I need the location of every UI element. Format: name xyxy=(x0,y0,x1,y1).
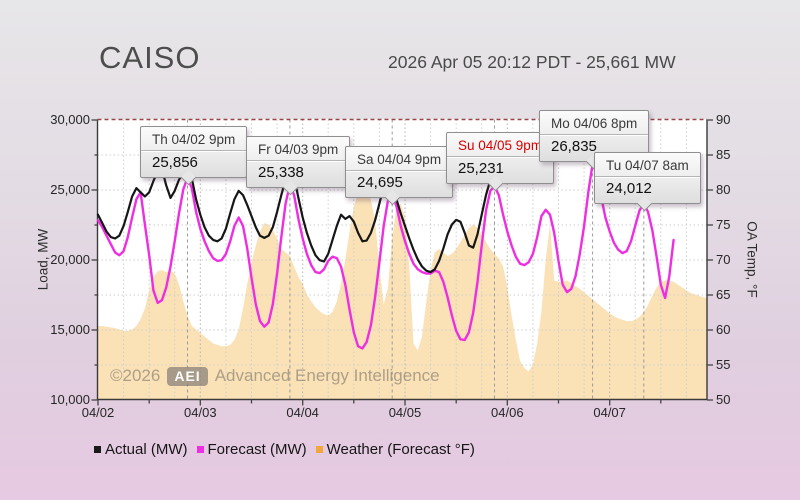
page-title: CAISO xyxy=(99,40,201,75)
legend-item-weather[interactable]: Weather (Forecast °F) xyxy=(315,441,475,458)
callout-value: 25,338 xyxy=(247,160,350,187)
legend-label-actual: Actual (MW) xyxy=(105,441,188,458)
callout-value: 26,835 xyxy=(540,134,649,161)
legend-label-weather: Weather (Forecast °F) xyxy=(326,441,475,458)
legend: Actual (MW) Forecast (MW) Weather (Forec… xyxy=(94,441,475,458)
callout-value: 24,012 xyxy=(595,176,700,203)
callout-time-label: Su 04/05 9pm xyxy=(458,138,543,153)
callout-time-label: Th 04/02 9pm xyxy=(152,132,236,147)
watermark-name: Advanced Energy Intelligence xyxy=(214,366,440,385)
callout-value: 25,856 xyxy=(141,150,247,177)
aei-logo-badge: AEI xyxy=(167,366,208,386)
peak-callout[interactable]: Su 04/05 9pm 25,231 xyxy=(446,132,555,192)
peak-callout[interactable]: Sa 04/04 9pm 24,695 xyxy=(345,146,454,206)
callout-value: 25,231 xyxy=(447,156,554,183)
header-timestamp-load: 2026 Apr 05 20:12 PDT - 25,661 MW xyxy=(388,52,676,72)
peak-callout[interactable]: Fr 04/03 9pm 25,338 xyxy=(246,136,351,196)
legend-label-forecast: Forecast (MW) xyxy=(207,441,307,458)
callout-time-label: Sa 04/04 9pm xyxy=(357,152,442,167)
callout-value: 24,695 xyxy=(346,170,453,197)
legend-item-actual[interactable]: Actual (MW) xyxy=(94,441,188,458)
peak-callout[interactable]: Th 04/02 9pm 25,856 xyxy=(140,126,248,186)
callout-time-label: Mo 04/06 8pm xyxy=(551,116,638,131)
callout-time-label: Fr 04/03 9pm xyxy=(258,142,339,157)
peak-callout[interactable]: Tu 04/07 8am 24,012 xyxy=(594,152,701,212)
forecast-swatch-icon xyxy=(196,446,204,453)
watermark: ©2026 AEI Advanced Energy Intelligence xyxy=(110,366,440,386)
weather-swatch-icon xyxy=(315,446,323,453)
watermark-copyright: ©2026 xyxy=(110,366,161,385)
callout-time-label: Tu 04/07 8am xyxy=(606,158,689,173)
actual-swatch-icon xyxy=(94,446,101,453)
legend-item-forecast[interactable]: Forecast (MW) xyxy=(196,441,307,458)
